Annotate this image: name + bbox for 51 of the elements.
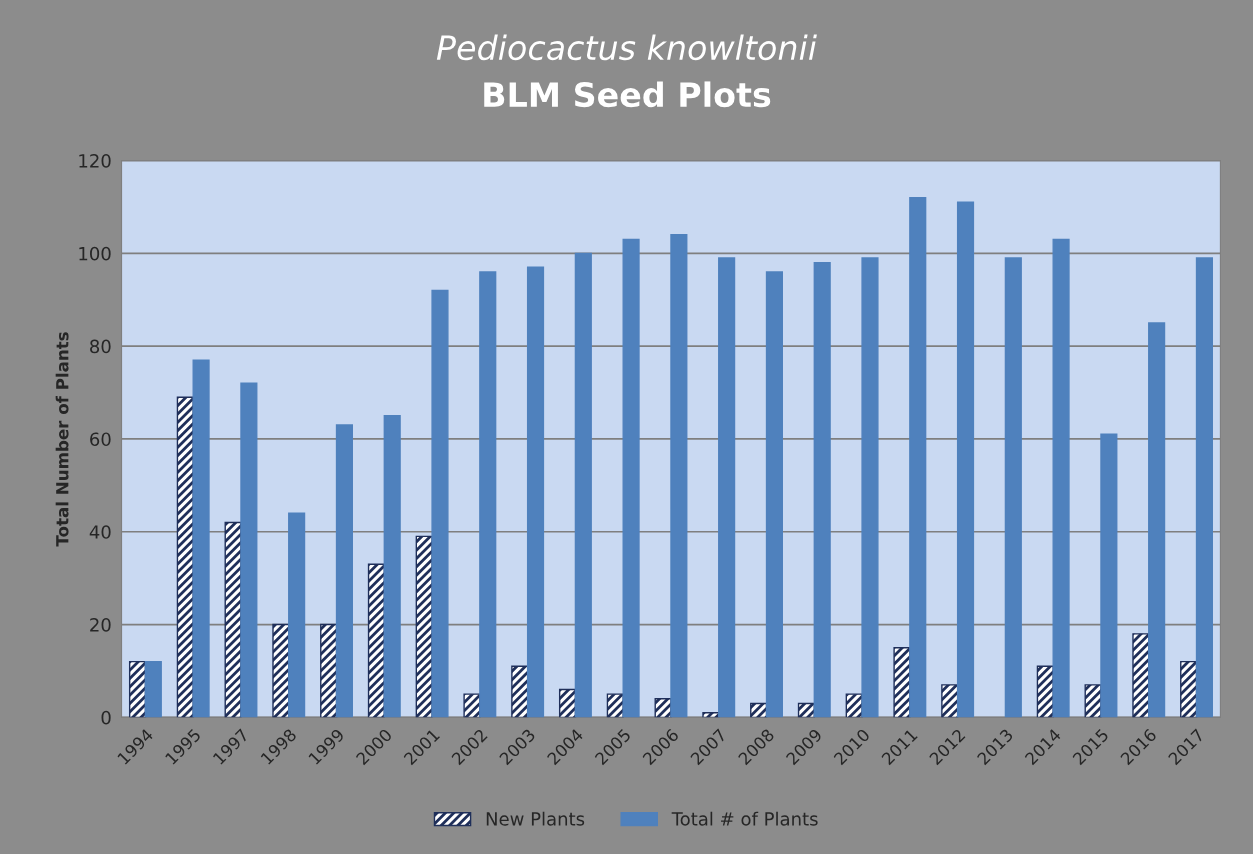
bar: [1195, 257, 1213, 718]
bar: [128, 660, 147, 718]
bar: [909, 196, 927, 718]
bar: [367, 563, 386, 718]
bar: [335, 424, 354, 718]
bar: [526, 266, 545, 718]
legend-label: Total # of Plants: [671, 811, 818, 826]
y-tick-label: 120: [79, 154, 111, 168]
y-axis-title: Total Number of Plants: [55, 332, 69, 547]
chart-subtitle: BLM Seed Plots: [484, 81, 771, 108]
bar: [941, 684, 959, 718]
bar: [1132, 633, 1150, 718]
bar: [383, 415, 401, 718]
bar: [797, 702, 816, 718]
bar: [574, 252, 592, 718]
bar: [622, 238, 640, 718]
bar: [240, 382, 258, 718]
bar: [192, 359, 210, 718]
bar: [718, 257, 736, 718]
bar: [463, 693, 481, 718]
bar: [670, 234, 688, 718]
bar: [1052, 238, 1070, 718]
bar: [479, 271, 497, 718]
bar: [1004, 257, 1022, 718]
bar: [813, 261, 831, 718]
y-tick-label: 100: [79, 246, 111, 261]
bar: [320, 623, 338, 718]
bar: [176, 396, 194, 718]
bar: [606, 693, 624, 718]
bar: [272, 623, 290, 718]
bar: [765, 271, 783, 718]
y-tick-label: 60: [90, 432, 111, 447]
bar: [511, 665, 529, 718]
bar: [1180, 660, 1198, 718]
bar: [558, 688, 577, 718]
bar: [288, 512, 306, 718]
bar: [431, 289, 449, 718]
bar: [1148, 322, 1166, 718]
chart-title: Pediocactus knowltonii: [436, 34, 817, 61]
y-tick-label: 20: [90, 618, 111, 632]
bar: [750, 702, 768, 718]
y-tick-label: 40: [89, 525, 111, 539]
legend-label: New Plants: [486, 811, 585, 826]
y-tick-label: 0: [101, 710, 111, 725]
bar: [956, 201, 975, 718]
bar: [1100, 433, 1118, 718]
bar: [893, 647, 911, 718]
bar: [144, 660, 162, 718]
bar: [1036, 665, 1054, 718]
y-tick-label: 80: [90, 339, 111, 354]
bar: [861, 257, 879, 718]
